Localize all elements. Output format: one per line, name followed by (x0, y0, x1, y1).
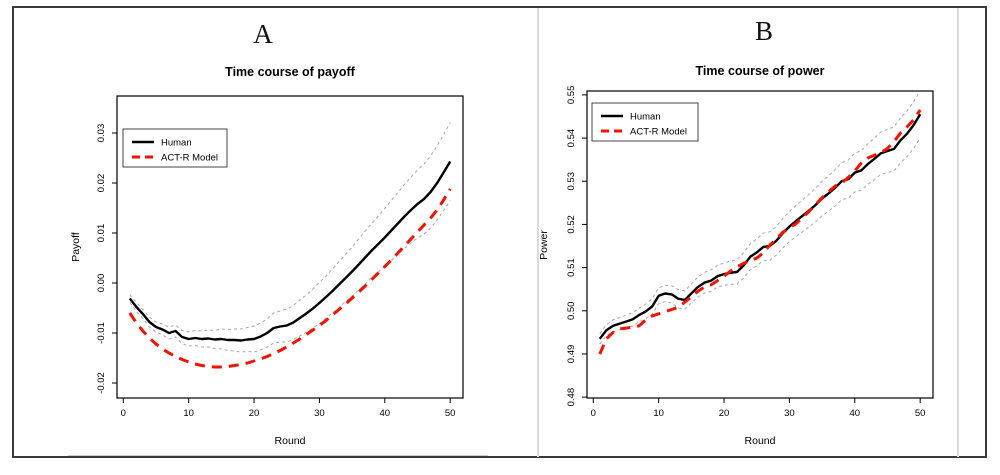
x-tick-label: 40 (850, 408, 861, 419)
act-r-model-line (598, 109, 922, 355)
x-tick-label: 0 (591, 408, 596, 419)
legend-box (591, 102, 699, 142)
y-tick-label: 0.52 (566, 215, 577, 234)
human-line (128, 160, 452, 342)
x-tick-label: 20 (719, 408, 730, 419)
x-axis-label: Round (275, 435, 306, 447)
y-tick-label: 0.55 (566, 86, 577, 105)
x-tick-label: 40 (380, 408, 391, 419)
panel-divider (537, 8, 539, 457)
figure-border (12, 6, 987, 458)
x-tick-label: 30 (314, 408, 325, 419)
bottom-hairline (68, 455, 488, 456)
legend: Human ACT-R Model (122, 128, 228, 168)
x-tick-label: 10 (653, 408, 664, 419)
y-tick-label: 0.48 (566, 388, 577, 407)
x-tick-label: 0 (121, 408, 126, 419)
legend-entry-label: ACT-R Model (630, 127, 687, 138)
y-tick-label: 0.03 (96, 124, 107, 143)
ci-lower-line (129, 200, 451, 353)
legend-entry-label: Human (161, 138, 192, 149)
human-line (598, 113, 922, 340)
chart-title: Time course of power (696, 64, 825, 78)
chart-title: Time course of payoff (225, 65, 355, 79)
act-r-model-line (128, 188, 452, 369)
y-tick-label: -0.01 (96, 322, 107, 344)
x-tick-label: 50 (445, 408, 456, 419)
y-tick-label: 0.02 (96, 174, 107, 193)
ci-upper-line (599, 90, 921, 334)
y-tick-label: -0.02 (96, 372, 107, 394)
legend-entry-label: Human (630, 112, 661, 123)
x-tick-label: 50 (915, 408, 926, 419)
ci-upper-line (129, 122, 451, 333)
panel-b-letter: B (754, 16, 773, 46)
y-tick-label: 0.54 (566, 129, 577, 148)
legend: Human ACT-R Model (591, 102, 699, 142)
plot-box (586, 90, 934, 399)
y-tick-label: 0.49 (566, 345, 577, 364)
x-tick-label: 30 (784, 408, 795, 419)
x-axis-label: Round (745, 435, 776, 447)
y-axis-label: Power (538, 230, 550, 260)
plot-box (116, 95, 464, 399)
ci-lower-line (599, 137, 921, 345)
y-tick-label: 0.51 (566, 258, 577, 277)
panel-b-plot: 0 10 20 30 40 50 0.48 0.49 0.50 0.51 0.52 0.53 0.54 0… (538, 64, 934, 447)
y-tick-label: 0.01 (96, 224, 107, 243)
y-axis-label: Payoff (70, 232, 82, 262)
y-tick-label: 0.50 (566, 302, 577, 321)
right-margin-divider (957, 8, 959, 457)
x-tick-label: 10 (183, 408, 194, 419)
legend-entry-label: ACT-R Model (161, 153, 218, 164)
panel-a-plot: 0 10 20 30 40 50 -0.02 -0.01 0.00 0.01 0.02 0.03 Tim… (70, 65, 464, 447)
y-tick-label: 0.00 (96, 274, 107, 293)
legend-box (122, 128, 228, 168)
x-tick-label: 20 (249, 408, 260, 419)
y-tick-label: 0.53 (566, 172, 577, 191)
panel-a-letter: A (253, 19, 273, 49)
